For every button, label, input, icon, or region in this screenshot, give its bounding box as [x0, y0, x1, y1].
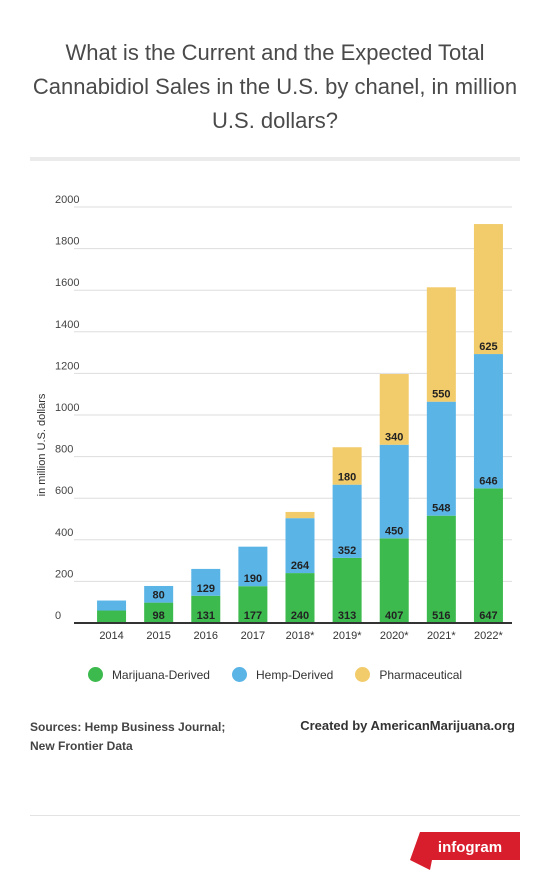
footer-divider [30, 815, 520, 816]
chart-title: What is the Current and the Expected Tot… [32, 40, 518, 133]
data-label: 646 [479, 475, 497, 487]
bar-segment [473, 354, 503, 489]
data-label: 407 [385, 610, 403, 622]
bar-segment [379, 538, 409, 623]
bar-segment [332, 447, 362, 485]
data-label: 352 [338, 545, 356, 557]
bar-segment [379, 444, 409, 539]
data-label: 80 [153, 590, 165, 602]
sources-note: Sources: Hemp Business Journal; New Fron… [30, 718, 225, 756]
data-label: 180 [338, 472, 356, 484]
data-label: 240 [291, 610, 309, 622]
y-tick-label: 2000 [55, 194, 79, 206]
data-label: 177 [244, 610, 262, 622]
data-label: 516 [432, 610, 450, 622]
bar-segment [332, 484, 362, 558]
y-tick-label: 1000 [55, 402, 79, 414]
bar-segment [238, 546, 268, 587]
bar-segment [285, 511, 315, 519]
y-tick-label: 200 [55, 568, 73, 580]
legend-label-marijuana: Marijuana-Derived [111, 667, 210, 682]
data-label: 313 [338, 610, 356, 622]
legend-item-hemp[interactable]: Hemp-Derived [231, 667, 334, 682]
legend-item-marijuana[interactable]: Marijuana-Derived [87, 667, 210, 682]
legend-swatch-pharmaceutical [355, 667, 371, 682]
bar-segment [473, 488, 503, 623]
y-tick-label: 800 [55, 444, 73, 456]
bar-segment [238, 586, 268, 623]
bar-segment [426, 287, 456, 402]
bar-segment [144, 602, 174, 623]
bar-segment [191, 595, 221, 623]
x-tick-label: 2020* [380, 630, 409, 642]
legend-swatch-marijuana [87, 667, 103, 682]
stacked-bar-chart: 0 200 400 600 800 1000 1200 1400 1600 1800 2000 in … [36, 194, 512, 642]
bar-segment [379, 374, 409, 445]
y-tick-label: 1200 [55, 360, 79, 372]
x-tick-label: 2015 [146, 630, 170, 642]
y-tick-label: 1800 [55, 236, 79, 248]
bar-segment [285, 518, 315, 574]
x-tick-label: 2014 [99, 630, 123, 642]
bar-segment [426, 401, 456, 516]
bar-segment [144, 585, 174, 603]
data-label: 550 [432, 389, 450, 401]
y-tick-label: 400 [55, 527, 73, 539]
sources-line-2: New Frontier Data [30, 739, 133, 753]
data-label: 98 [153, 610, 165, 622]
bar-segment [426, 515, 456, 623]
x-tick-label: 2017 [241, 630, 265, 642]
x-tick-label: 2019* [333, 630, 362, 642]
bar-segment [191, 568, 221, 596]
title-divider [30, 157, 520, 161]
data-label: 264 [291, 560, 310, 572]
legend-label-hemp: Hemp-Derived [255, 667, 334, 682]
legend-swatch-hemp [231, 667, 247, 682]
legend-item-pharmaceutical[interactable]: Pharmaceutical [355, 667, 462, 682]
bar-segment [285, 573, 315, 623]
logo-banner [410, 832, 520, 870]
sources-line-1: Sources: Hemp Business Journal; [30, 720, 226, 734]
data-label: 450 [385, 525, 403, 537]
data-label: 548 [432, 503, 450, 515]
data-label: 131 [197, 610, 215, 622]
bar-segment [332, 557, 362, 623]
data-label: 190 [244, 573, 262, 585]
bar-segment [473, 224, 503, 355]
y-axis-title: in million U.S. dollars [36, 393, 48, 496]
credit-text: Created by AmericanMarijuana.org [300, 718, 515, 733]
x-tick-label: 2022* [474, 630, 503, 642]
x-tick-label: 2016 [194, 630, 218, 642]
bar-segment [97, 600, 127, 611]
y-tick-label: 1400 [55, 319, 79, 331]
bar-segment [97, 610, 127, 623]
infogram-logo[interactable]: infogram [410, 832, 520, 872]
legend: Marijuana-Derived Hemp-Derived Pharmaceu… [0, 667, 550, 682]
legend-label-pharmaceutical: Pharmaceutical [379, 667, 463, 682]
y-tick-label: 0 [55, 610, 61, 622]
data-label: 340 [385, 432, 403, 444]
data-label: 647 [479, 610, 497, 622]
y-tick-label: 600 [55, 485, 73, 497]
y-tick-label: 1600 [55, 277, 79, 289]
x-tick-label: 2021* [427, 630, 456, 642]
logo-text: infogram [438, 839, 502, 856]
data-label: 129 [197, 583, 215, 595]
x-tick-label: 2018* [286, 630, 315, 642]
data-label: 625 [479, 341, 497, 353]
